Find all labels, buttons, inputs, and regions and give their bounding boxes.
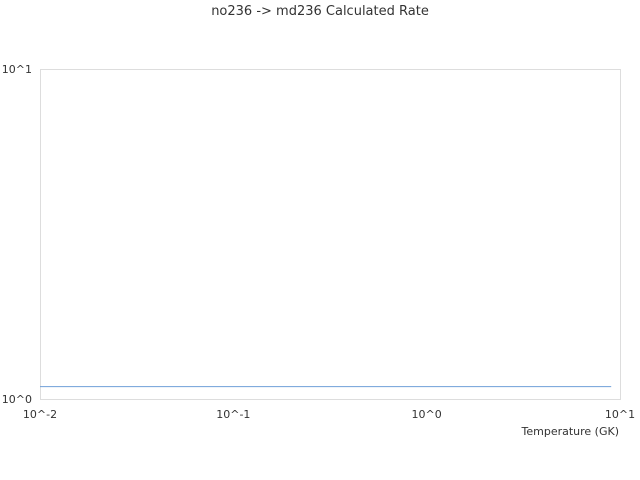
- x-axis-label: Temperature (GK): [521, 425, 620, 438]
- chart-title: no236 -> md236 Calculated Rate: [211, 4, 429, 19]
- y-tick-label: 10^1: [2, 63, 32, 76]
- x-tick-label: 10^-2: [23, 408, 57, 421]
- x-tick-label: 10^1: [605, 408, 635, 421]
- plot-area: [40, 69, 621, 400]
- x-tick-label: 10^0: [412, 408, 442, 421]
- y-tick-label: 10^0: [2, 393, 32, 406]
- x-tick-label: 10^-1: [216, 408, 250, 421]
